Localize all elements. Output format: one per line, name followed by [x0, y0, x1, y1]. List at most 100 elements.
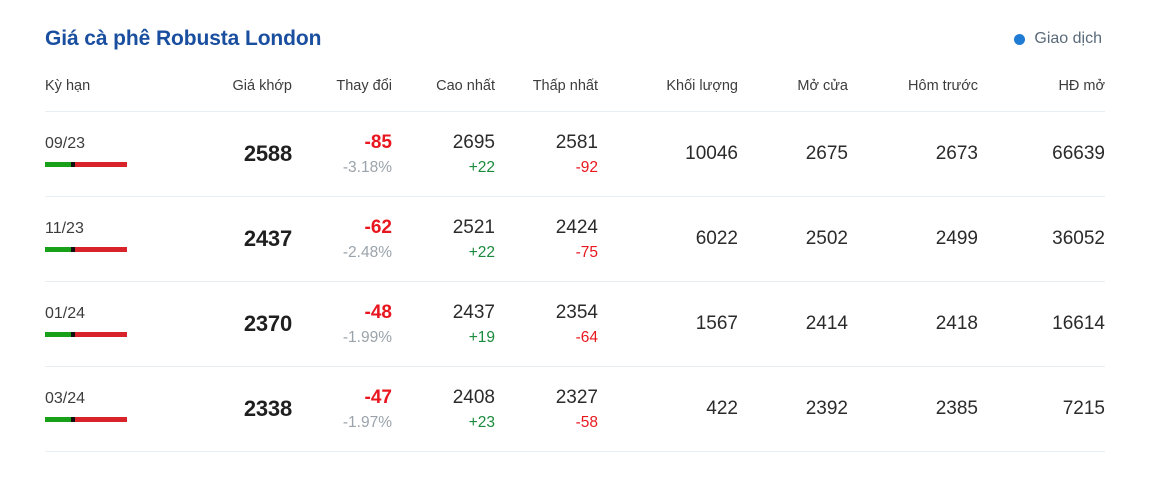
table-body: 09/23 2588 -85 -3.18%	[45, 112, 1105, 452]
blue-dot-icon	[1014, 33, 1026, 45]
cell-high: 2695 +22	[392, 112, 495, 197]
cell-high: 2521 +22	[392, 197, 495, 282]
cell-volume: 1567	[695, 313, 738, 334]
term-label: 11/23	[45, 219, 84, 237]
last-price-value: 2370	[243, 311, 292, 336]
change-percent: -1.97%	[342, 413, 392, 431]
term-label: 03/24	[45, 389, 86, 407]
table-header-row: Kỳ hạn Giá khớp Thay đổi Cao nhất Thấp n…	[45, 78, 1105, 112]
table-row[interactable]: 09/23 2588 -85 -3.18%	[45, 112, 1105, 197]
column-header-open-interest[interactable]: HĐ mở	[1058, 78, 1105, 94]
term-label: 01/24	[45, 304, 86, 322]
table-row[interactable]: 03/24 2338 -47 -1.97%	[45, 367, 1105, 452]
cell-open: 2502	[805, 228, 848, 249]
table-header: Kỳ hạn Giá khớp Thay đổi Cao nhất Thấp n…	[45, 78, 1105, 112]
cell-last: 2370	[180, 282, 292, 367]
cell-open-interest: 7215	[1062, 398, 1105, 419]
panel-header: Giá cà phê Robusta London Giao dịch	[0, 0, 1162, 78]
high-value: 2437	[452, 301, 495, 323]
term-label: 09/23	[45, 134, 86, 152]
cell-term: 11/23	[45, 197, 180, 282]
column-header-open[interactable]: Mở cửa	[797, 78, 848, 94]
change-percent: -1.99%	[342, 328, 392, 346]
cell-prev: 2385	[935, 398, 978, 419]
range-low-segment	[45, 162, 72, 168]
column-header-low[interactable]: Thấp nhất	[532, 78, 598, 94]
column-header-term[interactable]: Kỳ hạn	[45, 78, 91, 94]
range-marker-icon	[71, 247, 76, 253]
cell-volume: 10046	[685, 143, 738, 164]
page-title: Giá cà phê Robusta London	[45, 27, 322, 50]
cell-open: 2675	[805, 143, 848, 164]
range-low-segment	[45, 332, 72, 338]
change-percent: -2.48%	[342, 243, 392, 261]
cell-prev: 2418	[935, 313, 978, 334]
high-diff: +23	[468, 413, 495, 431]
cell-open-interest: 66639	[1052, 143, 1105, 164]
low-diff: -64	[575, 328, 598, 346]
high-value: 2408	[452, 386, 495, 408]
cell-low: 2424 -75	[495, 197, 598, 282]
cell-change: -47 -1.97%	[292, 367, 392, 452]
column-header-prev[interactable]: Hôm trước	[908, 78, 978, 94]
table-row[interactable]: 11/23 2437 -62 -2.48%	[45, 197, 1105, 282]
change-value: -62	[364, 216, 392, 238]
column-header-change[interactable]: Thay đổi	[336, 78, 392, 94]
range-marker-icon	[71, 332, 76, 338]
day-range-bar	[45, 417, 127, 423]
change-value: -48	[364, 301, 392, 323]
low-diff: -58	[575, 413, 598, 431]
last-price-value: 2437	[243, 226, 292, 251]
last-price-value: 2588	[243, 141, 292, 166]
cell-change: -62 -2.48%	[292, 197, 392, 282]
cell-change: -48 -1.99%	[292, 282, 392, 367]
cell-open: 2392	[805, 398, 848, 419]
cell-low: 2354 -64	[495, 282, 598, 367]
cell-last: 2437	[180, 197, 292, 282]
low-value: 2327	[555, 386, 598, 408]
cell-open-interest: 16614	[1052, 313, 1105, 334]
cell-low: 2327 -58	[495, 367, 598, 452]
cell-term: 03/24	[45, 367, 180, 452]
low-diff: -75	[575, 243, 598, 261]
high-diff: +22	[468, 243, 495, 261]
cell-high: 2437 +19	[392, 282, 495, 367]
range-marker-icon	[71, 162, 76, 168]
cell-prev: 2673	[935, 143, 978, 164]
range-low-segment	[45, 247, 72, 253]
range-marker-icon	[71, 417, 76, 423]
column-header-high[interactable]: Cao nhất	[436, 78, 495, 94]
high-value: 2695	[452, 131, 495, 153]
cell-open-interest: 36052	[1052, 228, 1105, 249]
day-range-bar	[45, 247, 127, 253]
high-diff: +22	[468, 158, 495, 176]
cell-low: 2581 -92	[495, 112, 598, 197]
cell-term: 01/24	[45, 282, 180, 367]
high-diff: +19	[468, 328, 495, 346]
range-low-segment	[45, 417, 72, 423]
cell-high: 2408 +23	[392, 367, 495, 452]
quotes-table: Kỳ hạn Giá khớp Thay đổi Cao nhất Thấp n…	[45, 78, 1105, 452]
column-header-last[interactable]: Giá khớp	[232, 78, 292, 94]
low-value: 2424	[555, 216, 598, 238]
cell-volume: 422	[706, 398, 738, 419]
column-header-volume[interactable]: Khối lượng	[666, 78, 738, 94]
cell-last: 2588	[180, 112, 292, 197]
cell-open: 2414	[805, 313, 848, 334]
change-value: -85	[364, 131, 392, 153]
low-value: 2581	[555, 131, 598, 153]
high-value: 2521	[452, 216, 495, 238]
market-status[interactable]: Giao dịch	[1014, 30, 1102, 48]
cell-term: 09/23	[45, 112, 180, 197]
cell-volume: 6022	[695, 228, 738, 249]
market-status-label: Giao dịch	[1034, 30, 1102, 47]
change-value: -47	[364, 386, 392, 408]
cell-last: 2338	[180, 367, 292, 452]
change-percent: -3.18%	[342, 158, 392, 176]
cell-change: -85 -3.18%	[292, 112, 392, 197]
day-range-bar	[45, 332, 127, 338]
day-range-bar	[45, 162, 127, 168]
low-diff: -92	[575, 158, 598, 176]
table-row[interactable]: 01/24 2370 -48 -1.99%	[45, 282, 1105, 367]
